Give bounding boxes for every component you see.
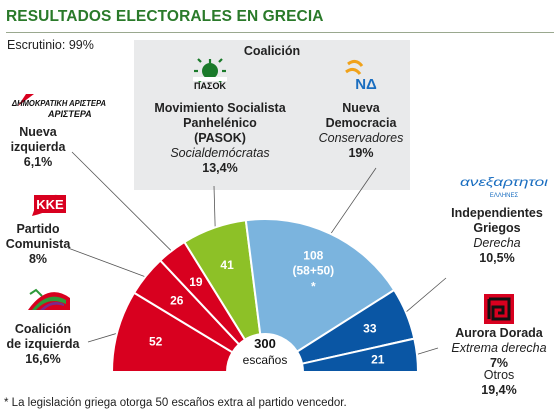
anel-logo: ανεξαρτητοι ΕΛΛΗΝΕΣ [458,170,550,202]
leader-pasok [213,185,216,232]
nd-logo: ΝΔ [340,58,384,93]
seat-slices [110,218,420,373]
leader-partido-comunista [67,247,150,279]
dimar-logo-text: ΔΗΜΟΚΡΑΤΙΚΗ ΑΡΙΣΤΕΡΑ [11,99,106,108]
slice-aurora-dorada [300,337,420,373]
pasok-logo-text: ΠΑΣΟΚ [194,81,226,91]
seat-label-pasok: 41 [220,258,234,272]
center-total: 300 [254,336,276,351]
seat-label-nueva-izquierda: 19 [189,275,203,289]
svg-text:ΑΡΙΣΤΕΡΑ: ΑΡΙΣΤΕΡΑ [47,109,92,119]
scrutiny-label: Escrutinio: 99% [7,38,94,52]
nd-logo-text: ΝΔ [355,76,377,92]
kke-logo: KKE [30,190,70,220]
title-divider [6,32,554,33]
label-others: Otros 19,4% [481,368,517,397]
label-nd: Nueva Democracia Conservadores 19% [318,101,404,160]
label-xa: Aurora Dorada Extrema derecha 7% [451,326,547,370]
coalition-title: Coalición [243,44,301,58]
syriza-logo [26,284,72,314]
dimar-logo: ΔΗΜΟΚΡΑΤΙΚΗ ΑΡΙΣΤΕΡΑ ΑΡΙΣΤΕΡΑ [8,92,112,122]
seat-label-partido-comunista: 26 [170,294,184,308]
seat-label-aurora-dorada: 21 [371,353,385,367]
seat-labels: 52 26 19 41 108(58+50) * 33 21 [149,248,385,366]
kke-logo-text: KKE [36,197,64,212]
pasok-logo: ΠΑΣΟΚ [183,57,237,91]
seat-label-coalicion-de-izquierda: 52 [149,334,163,348]
footnote: * La legislación griega otorga 50 escaño… [4,397,347,409]
label-anel: Independientes Griegos Derecha 10,5% [451,206,543,265]
label-kke: Partido Comunista 8% [5,222,71,266]
coalition-box [134,40,410,190]
leader-independientes-griegos [402,277,447,316]
seat-mark-nueva-democracia: * [311,279,316,293]
label-syriza: Coalición de izquierda 16,6% [6,322,80,366]
label-dimar: Nueva izquierda 6,1% [10,125,66,169]
seat-label-nueva-democracia: 108 [303,248,323,262]
anel-logo-text: ανεξαρτητοι [460,175,548,189]
seat-label-independientes-griegos: 33 [363,322,377,336]
chart-title: RESULTADOS ELECTORALES EN GRECIA [6,8,324,25]
slice-nueva-democracia [244,218,396,354]
center-unit: escaños [243,353,288,367]
xa-logo [484,294,514,324]
seat-sublabel-nueva-democracia: (58+50) [292,263,334,277]
leader-nueva-democracia [328,167,377,238]
anel-logo-subtext: ΕΛΛΗΝΕΣ [490,193,519,199]
leader-nueva-izquierda [71,151,175,255]
label-pasok: Movimiento Socialista Panhelénico (PASOK… [154,101,286,175]
